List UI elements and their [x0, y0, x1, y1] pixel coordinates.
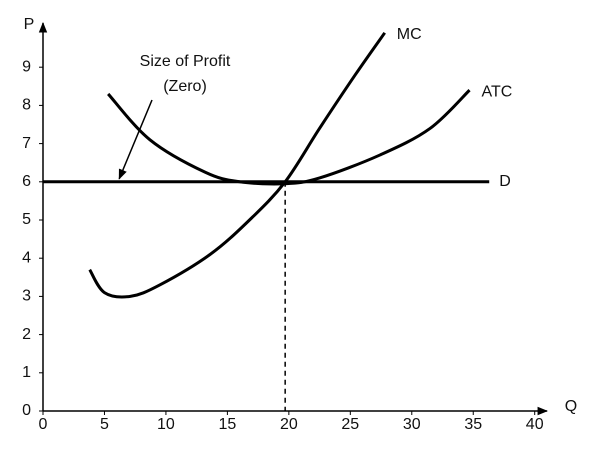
y-tick-label: 1: [22, 364, 31, 381]
x-tick-label: 0: [39, 416, 48, 433]
y-tick-label: 2: [22, 326, 31, 343]
annotation: Size of Profit: [140, 53, 231, 70]
x-tick-label: 35: [464, 416, 482, 433]
y-tick-label: 0: [22, 402, 31, 419]
curve: [107, 89, 471, 186]
y-tick-label: 6: [22, 173, 31, 190]
annotation-arrow: [118, 99, 153, 180]
x-tick-label: 25: [341, 416, 359, 433]
x-tick-label: 30: [403, 416, 421, 433]
y-tick-label: 3: [22, 288, 31, 305]
x-tick-label: 15: [218, 416, 236, 433]
x-tick-label: 20: [280, 416, 298, 433]
y-axis-label: P: [24, 16, 35, 33]
curve-label: D: [499, 173, 511, 190]
x-tick-label: 40: [526, 416, 544, 433]
annotation: (Zero): [163, 78, 207, 95]
curve-label: MC: [397, 26, 422, 43]
y-tick-label: 8: [22, 97, 31, 114]
curve: [88, 31, 386, 299]
y-tick-label: 5: [22, 211, 31, 228]
y-tick-label: 9: [22, 58, 31, 75]
y-tick-label: 4: [22, 249, 31, 266]
curve-label: ATC: [482, 83, 513, 100]
x-tick-label: 10: [157, 416, 175, 433]
x-axis-label: Q: [565, 398, 577, 415]
y-tick-label: 7: [22, 135, 31, 152]
x-tick-label: 5: [100, 416, 109, 433]
